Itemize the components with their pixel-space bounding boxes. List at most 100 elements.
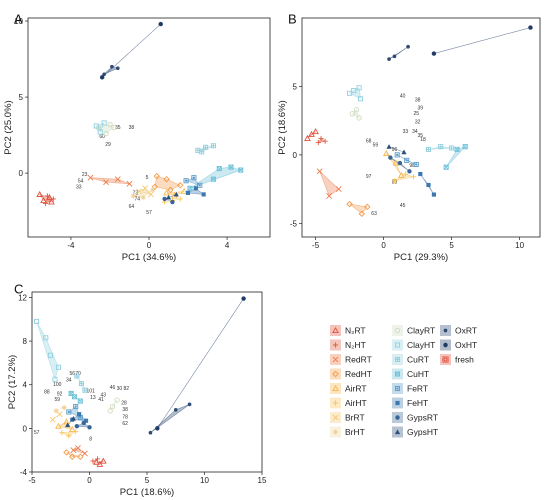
legend-label: ClayRT <box>407 326 435 336</box>
point-label: 45 <box>400 203 406 209</box>
point-N2HT <box>315 139 321 146</box>
legend-label: RedHT <box>345 369 372 379</box>
legend-entry-FeRT: FeRT <box>392 383 428 394</box>
point-GypsRT <box>407 169 412 174</box>
legend-label: ClayHT <box>407 340 435 350</box>
x-tick-label: -5 <box>312 241 320 250</box>
point-FeHT <box>83 418 89 423</box>
point-AirHT <box>410 174 417 180</box>
point-label: 43 <box>101 393 107 399</box>
plot-frame <box>27 17 271 238</box>
legend-entry-FeHT: FeHT <box>392 397 428 409</box>
point-ClayHT <box>357 96 364 102</box>
legend-marker <box>442 356 449 363</box>
hull-CuHT <box>445 146 466 168</box>
point-label: 82 <box>124 386 130 392</box>
legend-label: FeHT <box>407 398 428 408</box>
point-AirHT <box>66 433 72 439</box>
point-label: 38 <box>415 97 421 103</box>
point-label: 41 <box>98 397 104 403</box>
x-tick-label: 15 <box>258 476 267 485</box>
point-BrRT <box>142 185 149 192</box>
legend-swatch <box>392 325 403 336</box>
x-axis-title: PC1 (34.6%) <box>122 252 176 263</box>
point-CuHT <box>77 398 83 404</box>
point-BrHT <box>150 187 156 193</box>
point-ClayRT <box>107 408 113 414</box>
point-label: 92 <box>57 392 63 398</box>
point-FeHT <box>418 171 423 177</box>
point-RedHT <box>167 186 174 194</box>
legend-entry-ClayRT: ClayRT <box>392 325 435 336</box>
point-N2RT <box>304 134 311 141</box>
x-axis-title: PC1 (29.3%) <box>394 252 448 263</box>
point-N2RT <box>48 198 55 205</box>
point-N2HT <box>318 135 324 142</box>
legend-marker <box>394 327 401 334</box>
point-OxRT <box>110 64 114 69</box>
point-label: 56 <box>69 371 75 377</box>
point-RedHT <box>358 210 366 217</box>
legend-entry-N2RT: N₂RT <box>330 325 366 336</box>
legend-label: CuHT <box>407 369 429 379</box>
legend-entry-GypsRT: GypsRT <box>392 412 438 423</box>
point-RedHT <box>163 175 170 183</box>
hull-FeRT <box>185 177 201 186</box>
point-AirRT <box>163 189 170 196</box>
legend-marker <box>332 326 339 334</box>
legend-entry-CuRT: CuRT <box>392 354 429 365</box>
point-label: 98 <box>409 163 415 169</box>
point-FeRT <box>66 409 72 415</box>
point-label: 13 <box>90 395 96 401</box>
legend-swatch <box>330 368 341 380</box>
hull-ClayHT <box>349 87 361 100</box>
point-N2RT <box>96 460 104 467</box>
point-ClayHT <box>52 376 58 382</box>
point-label: 38 <box>122 407 128 413</box>
point-label: 40 <box>400 93 406 99</box>
point-OxRT <box>392 54 397 59</box>
x-axis-title: PC1 (18.6%) <box>120 487 174 498</box>
legend-entry-GypsHT: GypsHT <box>392 426 438 438</box>
point-label: 39 <box>418 106 424 112</box>
point-GypsHT <box>386 144 392 149</box>
point-BrHT <box>130 193 136 199</box>
y-tick-label: -4 <box>20 468 28 477</box>
plot-frame <box>301 17 541 238</box>
legend-label: fresh <box>455 355 474 365</box>
point-AirRT <box>382 149 390 157</box>
panel-letter: B <box>288 12 297 27</box>
point-AirHT <box>59 430 65 436</box>
point-N2HT <box>322 138 328 144</box>
hull-N2HT <box>317 138 326 143</box>
point-OxHT <box>431 51 437 56</box>
point-GypsRT <box>162 196 167 202</box>
point-RedHT <box>176 182 184 189</box>
legend-swatch <box>330 325 341 336</box>
point-label: 34 <box>412 129 418 135</box>
x-tick-label: 4 <box>225 241 230 250</box>
point-N2HT <box>94 456 101 462</box>
point-FeHT <box>77 412 82 417</box>
point-RedRT <box>103 179 109 186</box>
point-AirRT <box>63 418 70 425</box>
y-axis-title: PC2 (18.6%) <box>277 100 288 154</box>
point-BrRT <box>136 188 143 195</box>
point-OxHT <box>155 426 160 431</box>
point-label: 64 <box>129 204 135 210</box>
point-label: 62 <box>122 421 128 427</box>
point-BrRT <box>148 191 154 198</box>
point-N2HT <box>44 193 51 199</box>
group-hulls <box>39 23 242 205</box>
legend-marker <box>395 415 400 420</box>
point-label: 28 <box>121 400 127 406</box>
hull-ClayRT <box>351 109 360 119</box>
y-tick-label: 0 <box>19 169 24 178</box>
point-CuRT <box>438 144 444 150</box>
legend-marker <box>332 356 339 363</box>
point-CuHT <box>228 164 234 170</box>
point-N2RT <box>46 193 53 200</box>
legend-swatch <box>440 354 451 365</box>
